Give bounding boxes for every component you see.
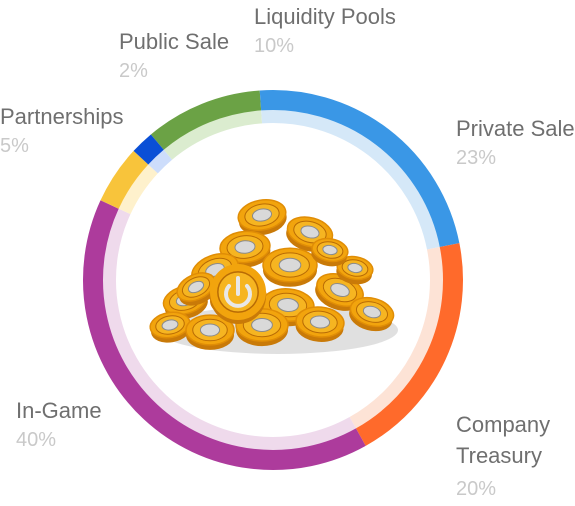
- coin: [311, 237, 349, 267]
- inner-slice-liquidity-pools: [163, 109, 263, 160]
- coin: [262, 247, 318, 287]
- slice-private-sale: [259, 90, 460, 248]
- coin: [349, 296, 395, 332]
- inner-ring: [102, 109, 444, 451]
- label-company-treasury: Company Treasury 20%: [456, 410, 550, 501]
- label-name: Company Treasury: [456, 412, 551, 468]
- label-percent: 5%: [0, 135, 29, 158]
- front-coin: [210, 264, 266, 324]
- gold-coin-pile-icon: [149, 199, 398, 354]
- label-name: Partnerships: [0, 104, 124, 129]
- label-name: Liquidity Pools: [254, 4, 396, 29]
- label-private-sale: Private Sale 23%: [456, 116, 575, 170]
- coin: [185, 314, 235, 350]
- coin: [286, 216, 334, 252]
- inner-slice-in-game: [102, 208, 357, 451]
- inner-slice-private-sale: [261, 109, 441, 250]
- coin: [219, 230, 271, 268]
- coin: [295, 306, 345, 342]
- label-percent: 40%: [16, 429, 57, 452]
- coin: [237, 199, 287, 236]
- inner-slice-partnerships: [117, 163, 158, 215]
- label-percent: 10%: [254, 35, 295, 58]
- slice-company-treasury: [355, 243, 463, 446]
- label-partnerships: Partnerships 5%: [0, 104, 124, 158]
- coin: [149, 311, 191, 343]
- slice-public-sale: [133, 134, 164, 165]
- label-percent: 2%: [119, 60, 148, 83]
- slice-liquidity-pools: [150, 90, 262, 150]
- outer-ring: [83, 90, 463, 470]
- coin: [315, 273, 364, 311]
- label-name: Private Sale: [456, 116, 575, 141]
- label-percent: 23%: [456, 147, 497, 170]
- inner-slice-public-sale: [147, 149, 173, 174]
- label-public-sale: Public Sale 2%: [119, 29, 229, 83]
- label-in-game: In-Game 40%: [16, 398, 102, 452]
- slice-partnerships: [100, 150, 149, 209]
- inner-slice-company-treasury: [349, 246, 444, 430]
- label-liquidity-pools: Liquidity Pools 10%: [254, 4, 396, 58]
- slice-in-game: [83, 200, 366, 470]
- label-percent: 20%: [456, 477, 497, 500]
- label-name: Public Sale: [119, 29, 230, 54]
- label-name: In-Game: [16, 398, 102, 423]
- coin: [336, 255, 374, 285]
